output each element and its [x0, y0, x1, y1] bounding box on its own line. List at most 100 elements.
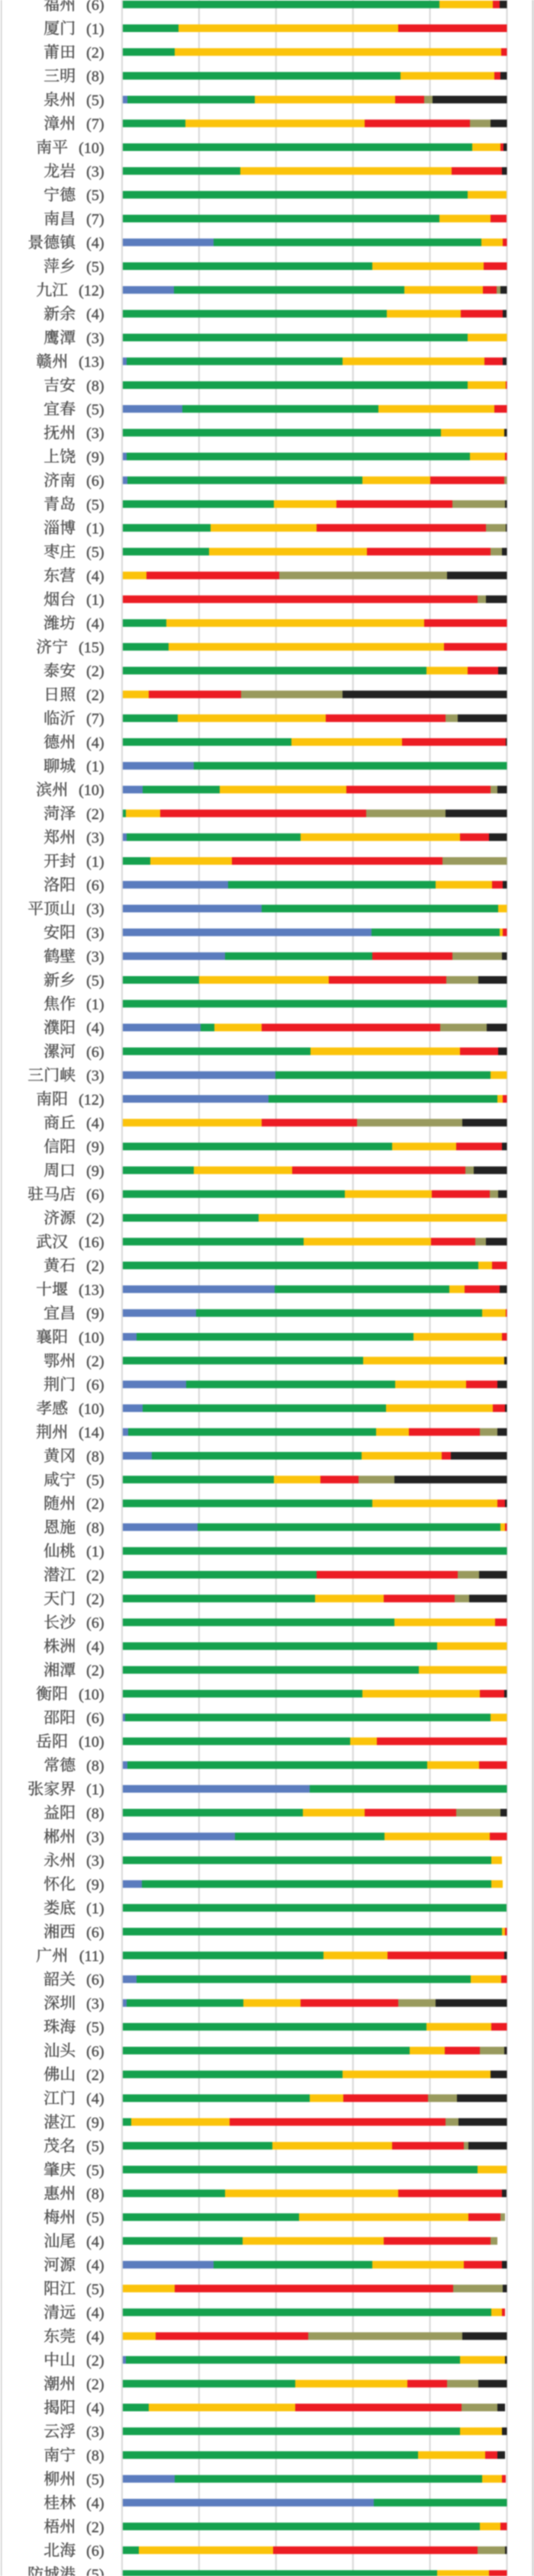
svg-text:(4): (4) [86, 2329, 104, 2346]
svg-text:(1): (1) [86, 1900, 104, 1917]
svg-text:(5): (5) [86, 92, 104, 109]
svg-text:(6): (6) [86, 1187, 104, 1203]
svg-text:(6): (6) [86, 1710, 104, 1727]
svg-text:(4): (4) [86, 235, 104, 252]
svg-text:(13): (13) [79, 354, 104, 371]
svg-text:(3): (3) [86, 949, 104, 965]
svg-text:(5): (5) [86, 259, 104, 275]
svg-text:(4): (4) [86, 2400, 104, 2417]
svg-text:(1): (1) [86, 853, 104, 870]
svg-text:(12): (12) [79, 1091, 104, 1108]
svg-text:(1): (1) [86, 997, 104, 1013]
svg-text:(2): (2) [86, 45, 104, 62]
svg-text:(12): (12) [79, 283, 104, 300]
svg-text:(6): (6) [86, 878, 104, 895]
svg-text:(2): (2) [86, 1210, 104, 1227]
svg-text:(3): (3) [86, 330, 104, 347]
svg-text:(6): (6) [86, 1377, 104, 1394]
svg-text:(4): (4) [86, 2234, 104, 2250]
svg-text:(2): (2) [86, 806, 104, 823]
svg-text:(9): (9) [86, 2115, 104, 2131]
svg-text:(5): (5) [86, 2281, 104, 2298]
svg-text:(9): (9) [86, 449, 104, 466]
svg-text:(3): (3) [86, 901, 104, 918]
svg-text:(5): (5) [86, 188, 104, 204]
svg-text:(6): (6) [86, 1044, 104, 1061]
svg-text:(9): (9) [86, 1163, 104, 1180]
svg-text:(3): (3) [86, 1068, 104, 1084]
svg-text:(8): (8) [86, 2186, 104, 2203]
svg-text:(9): (9) [86, 1877, 104, 1893]
svg-text:(2): (2) [86, 2067, 104, 2084]
svg-text:(6): (6) [86, 2043, 104, 2060]
svg-text:(10): (10) [79, 140, 104, 156]
svg-text:(6): (6) [86, 1924, 104, 1941]
svg-text:(5): (5) [86, 2472, 104, 2488]
svg-text:(1): (1) [86, 521, 104, 538]
svg-text:(8): (8) [86, 377, 104, 394]
svg-text:(3): (3) [86, 830, 104, 846]
svg-text:(4): (4) [86, 2091, 104, 2108]
svg-text:(5): (5) [86, 496, 104, 513]
svg-text:(8): (8) [86, 2448, 104, 2465]
svg-text:(8): (8) [86, 1805, 104, 1822]
svg-text:(2): (2) [86, 1354, 104, 1370]
svg-text:(14): (14) [79, 1425, 104, 1441]
svg-text:(3): (3) [86, 1853, 104, 1870]
svg-text:(1): (1) [86, 21, 104, 37]
svg-text:(7): (7) [86, 116, 104, 133]
svg-text:(3): (3) [86, 2424, 104, 2441]
svg-text:(4): (4) [86, 1639, 104, 1656]
svg-text:(1): (1) [86, 1781, 104, 1798]
svg-text:(10): (10) [79, 782, 104, 799]
svg-text:(2): (2) [86, 687, 104, 704]
svg-text:(1): (1) [86, 759, 104, 776]
svg-text:(11): (11) [79, 1948, 105, 1965]
svg-text:(5): (5) [86, 2019, 104, 2036]
svg-text:(13): (13) [79, 1282, 104, 1299]
svg-text:(6): (6) [86, 473, 104, 490]
svg-text:(5): (5) [86, 402, 104, 419]
svg-text:(8): (8) [86, 1448, 104, 1465]
svg-text:(5): (5) [86, 1473, 104, 1489]
svg-text:(2): (2) [86, 1662, 104, 1679]
svg-text:(3): (3) [86, 925, 104, 942]
svg-text:(5): (5) [86, 544, 104, 561]
svg-text:(10): (10) [79, 1686, 104, 1703]
svg-text:(4): (4) [86, 568, 104, 585]
svg-text:(3): (3) [86, 1996, 104, 2012]
svg-text:(4): (4) [86, 2495, 104, 2512]
svg-text:(6): (6) [86, 0, 104, 14]
svg-text:(5): (5) [86, 2138, 104, 2155]
svg-text:(10): (10) [79, 1401, 104, 1418]
svg-text:(2): (2) [86, 1592, 104, 1608]
svg-text:(4): (4) [86, 615, 104, 632]
svg-text:(2): (2) [86, 663, 104, 680]
svg-text:(5): (5) [86, 972, 104, 989]
svg-text:(8): (8) [86, 1758, 104, 1775]
svg-text:(8): (8) [86, 69, 104, 85]
svg-text:(1): (1) [86, 592, 104, 609]
svg-text:(15): (15) [79, 640, 104, 657]
svg-text:(10): (10) [79, 1734, 104, 1751]
svg-text:(5): (5) [86, 2162, 104, 2179]
svg-text:(2): (2) [86, 1496, 104, 1513]
svg-text:(4): (4) [86, 1020, 104, 1037]
svg-text:(5): (5) [86, 2567, 104, 2576]
svg-text:(4): (4) [86, 2257, 104, 2274]
svg-text:(6): (6) [86, 2543, 104, 2560]
svg-text:(1): (1) [86, 1543, 104, 1560]
svg-text:(2): (2) [86, 2519, 104, 2536]
svg-text:(4): (4) [86, 2305, 104, 2322]
svg-text:(9): (9) [86, 1139, 104, 1156]
svg-text:(3): (3) [86, 164, 104, 181]
svg-text:(2): (2) [86, 2376, 104, 2393]
svg-text:(9): (9) [86, 1306, 104, 1322]
svg-text:(6): (6) [86, 1615, 104, 1632]
svg-text:(5): (5) [86, 2210, 104, 2227]
svg-text:(7): (7) [86, 211, 104, 228]
svg-text:(3): (3) [86, 1829, 104, 1846]
svg-text:(8): (8) [86, 1520, 104, 1537]
svg-text:(2): (2) [86, 1258, 104, 1275]
svg-text:(10): (10) [79, 1329, 104, 1346]
